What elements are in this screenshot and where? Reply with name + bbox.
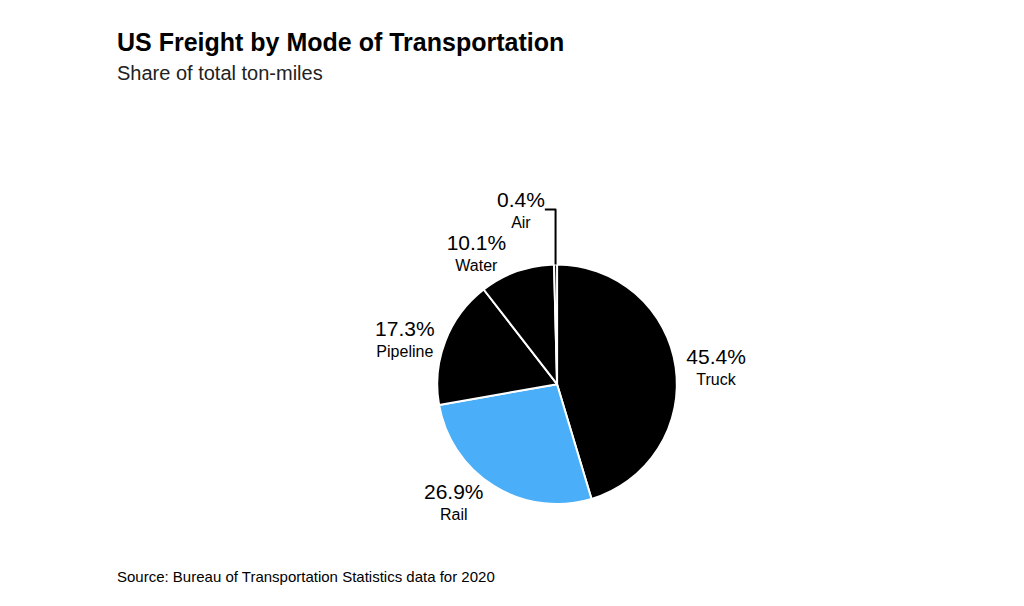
svg-text:10.1%Water: 10.1%Water [447, 231, 507, 274]
svg-text:26.9%Rail: 26.9%Rail [424, 480, 484, 523]
svg-text:0.4%Air: 0.4%Air [497, 188, 545, 231]
svg-text:17.3%Pipeline: 17.3%Pipeline [375, 317, 435, 360]
svg-text:Source: Bureau of Transportati: Source: Bureau of Transportation Statist… [117, 568, 495, 585]
svg-text:Share of total ton-miles: Share of total ton-miles [117, 62, 323, 84]
svg-text:45.4%Truck: 45.4%Truck [686, 345, 746, 388]
svg-text:US Freight by Mode of Transpor: US Freight by Mode of Transportation [117, 28, 564, 56]
